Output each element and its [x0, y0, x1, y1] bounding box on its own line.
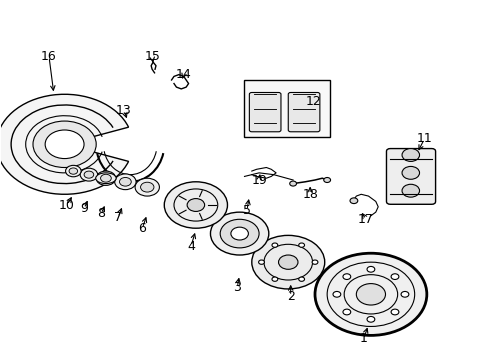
Text: 17: 17	[357, 213, 373, 226]
Circle shape	[323, 177, 330, 183]
Text: 13: 13	[116, 104, 132, 117]
Text: 18: 18	[302, 188, 317, 201]
Circle shape	[401, 166, 419, 179]
Circle shape	[187, 199, 204, 211]
Text: 11: 11	[416, 132, 431, 145]
Text: 9: 9	[80, 202, 88, 215]
Circle shape	[289, 181, 296, 186]
Circle shape	[119, 177, 131, 186]
Circle shape	[230, 227, 248, 240]
Circle shape	[251, 235, 324, 289]
Circle shape	[271, 277, 277, 281]
Circle shape	[80, 168, 98, 181]
Circle shape	[140, 182, 154, 192]
Circle shape	[69, 168, 78, 174]
Circle shape	[33, 121, 96, 167]
Circle shape	[84, 171, 94, 178]
Circle shape	[332, 292, 340, 297]
Circle shape	[349, 198, 357, 203]
Circle shape	[401, 184, 419, 197]
Text: 3: 3	[233, 281, 241, 294]
FancyBboxPatch shape	[249, 93, 281, 132]
Circle shape	[65, 165, 81, 177]
Circle shape	[278, 255, 297, 269]
Circle shape	[311, 260, 317, 264]
Circle shape	[366, 316, 374, 322]
Circle shape	[220, 219, 259, 248]
Circle shape	[342, 309, 350, 315]
Circle shape	[298, 243, 304, 247]
Circle shape	[45, 130, 84, 158]
Text: 19: 19	[251, 174, 266, 186]
Circle shape	[164, 182, 227, 228]
Circle shape	[115, 174, 136, 190]
Circle shape	[401, 149, 419, 161]
Text: 1: 1	[359, 333, 367, 346]
Circle shape	[366, 266, 374, 272]
Ellipse shape	[96, 173, 116, 184]
Circle shape	[314, 253, 426, 336]
Circle shape	[258, 260, 264, 264]
Circle shape	[101, 174, 111, 182]
Circle shape	[210, 212, 268, 255]
FancyBboxPatch shape	[244, 80, 329, 137]
Text: 12: 12	[305, 95, 321, 108]
Circle shape	[390, 274, 398, 279]
Circle shape	[400, 292, 408, 297]
Text: 5: 5	[243, 204, 250, 217]
FancyBboxPatch shape	[386, 149, 435, 204]
Circle shape	[298, 277, 304, 281]
Wedge shape	[0, 94, 128, 194]
Text: 8: 8	[97, 207, 105, 220]
Circle shape	[390, 309, 398, 315]
FancyBboxPatch shape	[287, 93, 319, 132]
Circle shape	[96, 171, 116, 185]
Text: 16: 16	[41, 50, 57, 63]
Circle shape	[271, 243, 277, 247]
Circle shape	[356, 284, 385, 305]
Text: 15: 15	[144, 50, 160, 63]
Circle shape	[135, 178, 159, 196]
Text: 2: 2	[286, 289, 294, 303]
Text: 10: 10	[59, 198, 75, 212]
Text: 7: 7	[114, 211, 122, 224]
Text: 4: 4	[187, 240, 195, 253]
Circle shape	[342, 274, 350, 279]
Text: 14: 14	[176, 68, 191, 81]
Text: 6: 6	[138, 222, 146, 235]
